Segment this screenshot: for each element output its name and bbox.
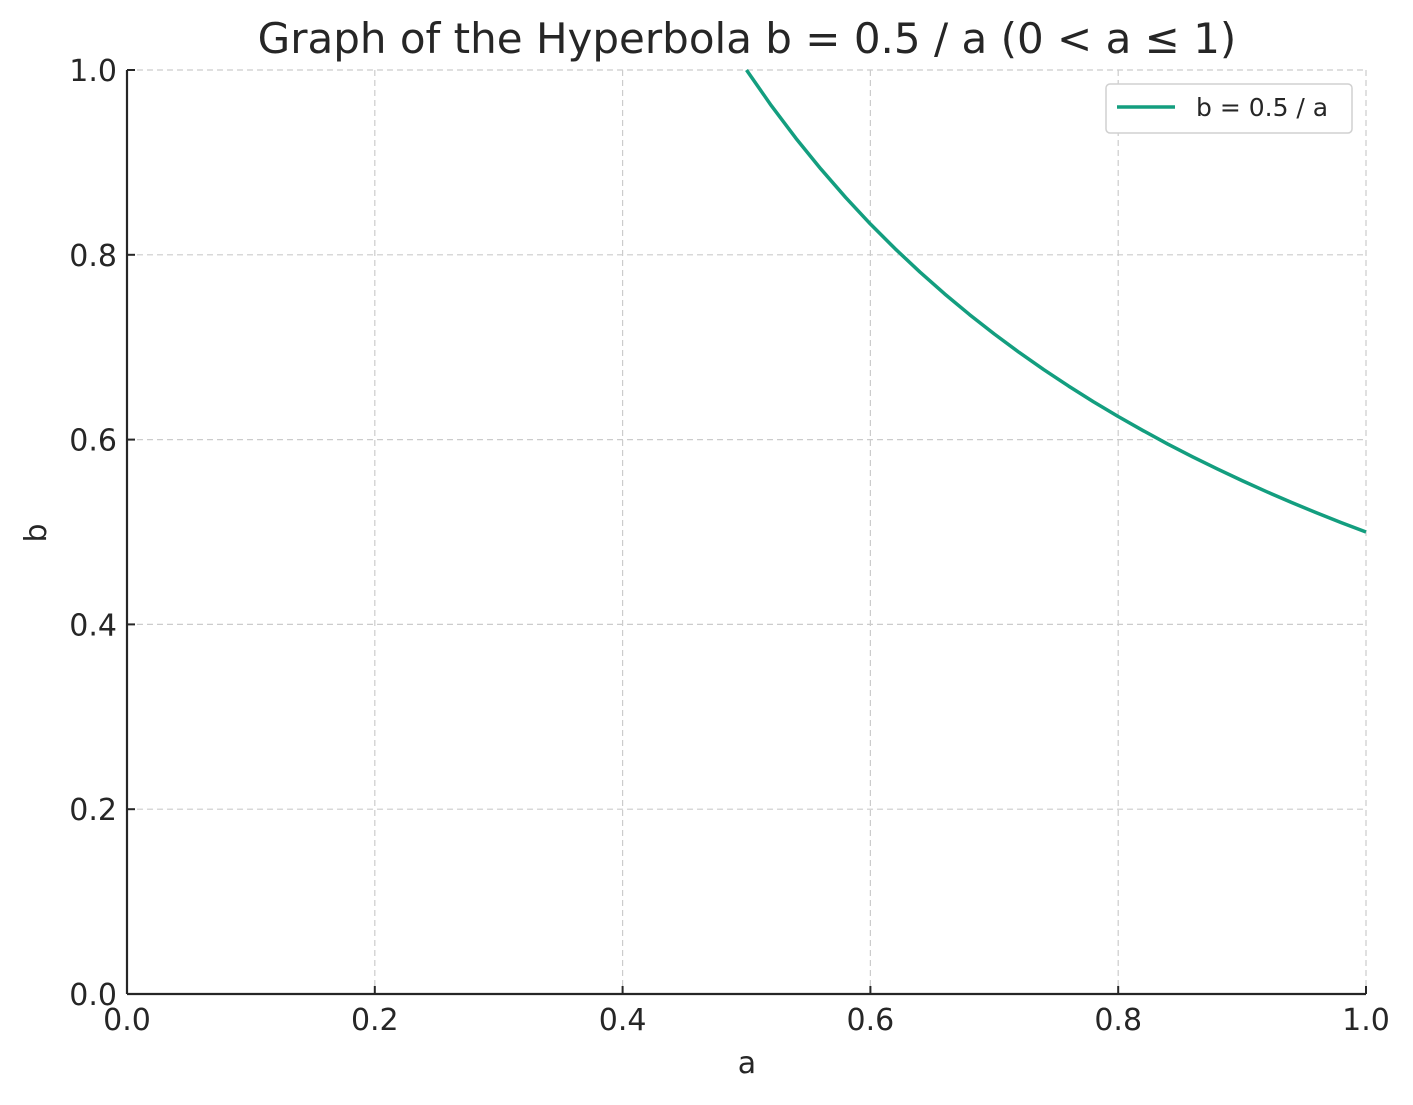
x-tick-label: 0.6 [847, 1003, 895, 1038]
x-tick-label: 0.8 [1094, 1003, 1142, 1038]
x-tick-label: 0.0 [103, 1003, 151, 1038]
x-tick-label: 1.0 [1342, 1003, 1390, 1038]
chart-title: Graph of the Hyperbola b = 0.5 / a (0 < … [258, 14, 1237, 63]
y-tick-label: 1.0 [69, 54, 117, 89]
series-layer [745, 68, 1367, 534]
y-tick-label: 0.4 [69, 608, 117, 643]
y-tick-label: 0.6 [69, 424, 117, 459]
legend-box [1105, 83, 1353, 134]
x-tick-label: 0.2 [351, 1003, 399, 1038]
hyperbola-line [745, 68, 1367, 534]
y-tick-label: 0.8 [69, 239, 117, 274]
x-axis-label: a [738, 1046, 756, 1081]
x-tick-label: 0.4 [599, 1003, 647, 1038]
legend-label: b = 0.5 / a [1196, 93, 1328, 122]
grid [127, 69, 1367, 994]
legend: b = 0.5 / a [1105, 83, 1353, 134]
y-axis-label: b [19, 523, 54, 542]
y-tick-label: 0.0 [69, 978, 117, 1013]
axes [125, 70, 1366, 996]
ticks: 0.0 0.2 0.4 0.6 0.8 1.0 0.0 0.2 0.4 0.6 0.8 1.0 [69, 54, 1390, 1038]
y-tick-label: 0.2 [69, 793, 117, 828]
